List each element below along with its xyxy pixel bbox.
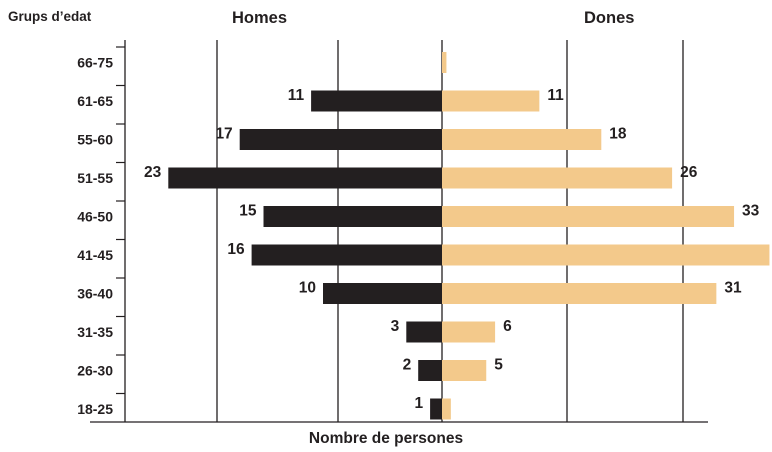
women-bar	[442, 52, 447, 73]
women-bar	[442, 398, 451, 420]
women-value-label: 18	[609, 126, 627, 143]
men-value-label: 2	[403, 357, 412, 374]
age-label: 55-60	[77, 132, 113, 148]
men-bar	[251, 244, 442, 266]
women-bar	[442, 283, 717, 304]
y-axis-title: Grups d’edat	[8, 9, 92, 24]
men-bar	[168, 167, 443, 189]
men-bar	[418, 360, 442, 381]
age-label: 61-65	[77, 93, 113, 109]
women-bar	[442, 167, 673, 189]
women-bar	[442, 244, 770, 266]
x-axis-title: Nombre de persones	[308, 430, 464, 447]
women-bar	[442, 206, 735, 227]
women-bar	[442, 90, 540, 112]
men-bar	[430, 398, 442, 420]
men-value-label: 11	[288, 87, 305, 104]
women-bar	[442, 129, 602, 150]
men-bar	[323, 283, 442, 304]
women-value-label: 26	[680, 164, 698, 181]
men-bar	[239, 129, 442, 150]
women-bar	[442, 321, 496, 343]
women-value-label: 31	[724, 280, 742, 297]
men-bar	[406, 321, 442, 343]
age-label: 18-25	[77, 401, 113, 417]
men-bar	[263, 206, 442, 227]
men-value-label: 3	[391, 318, 400, 335]
men-value-label: 17	[215, 126, 232, 143]
age-label: 26-30	[77, 363, 113, 379]
women-value-label: 5	[494, 357, 503, 374]
women-bar	[442, 360, 487, 381]
age-label: 51-55	[77, 170, 113, 186]
men-header: Homes	[232, 9, 288, 27]
men-value-label: 1	[414, 395, 423, 412]
women-value-label: 6	[503, 318, 512, 335]
women-header: Dones	[584, 9, 635, 27]
men-value-label: 23	[144, 164, 162, 181]
age-label: 36-40	[77, 286, 113, 302]
women-value-label: 11	[547, 87, 564, 104]
age-label: 66-75	[77, 55, 113, 71]
men-value-label: 16	[227, 241, 245, 258]
age-label: 41-45	[77, 247, 113, 263]
men-bar	[311, 90, 442, 112]
age-label: 31-35	[77, 324, 113, 340]
men-value-label: 15	[239, 203, 257, 220]
women-value-label: 33	[742, 203, 760, 220]
men-value-label: 10	[299, 280, 316, 297]
age-label: 46-50	[77, 209, 113, 225]
